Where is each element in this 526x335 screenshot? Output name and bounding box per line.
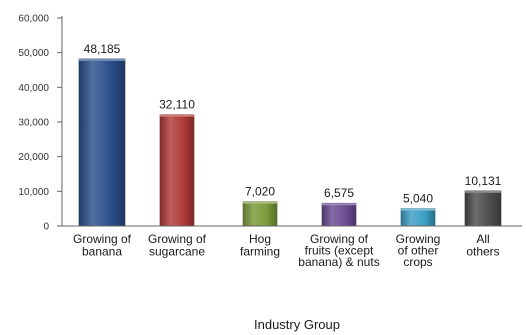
y-tick-label: 40,000 bbox=[18, 83, 49, 94]
category-label: Growing of fruits (except banana) & nuts bbox=[298, 232, 379, 269]
bar-top-highlight bbox=[243, 201, 277, 204]
value-label: 10,131 bbox=[465, 174, 502, 188]
bar bbox=[242, 201, 278, 227]
value-label: 6,575 bbox=[324, 186, 354, 200]
value-label: 32,110 bbox=[159, 98, 195, 112]
bar bbox=[400, 208, 436, 227]
category-label: All others bbox=[466, 232, 499, 259]
value-label: 48,185 bbox=[84, 42, 121, 56]
y-tick-label: 30,000 bbox=[18, 118, 49, 129]
category-label: Growing of sugarcane bbox=[148, 232, 207, 259]
x-axis: Growing of banana Growing of sugarcane Hog fa… bbox=[62, 225, 522, 269]
bar bbox=[78, 58, 126, 227]
bar-top-highlight bbox=[322, 203, 356, 206]
bar-top-highlight bbox=[160, 114, 194, 117]
y-tick-label: 20,000 bbox=[18, 152, 49, 163]
bars bbox=[78, 58, 502, 227]
value-label: 7,020 bbox=[245, 185, 275, 199]
category-label: Growing of banana bbox=[73, 232, 132, 259]
y-axis: 0 10,000 20,000 30,000 40,000 50,000 60,000 bbox=[18, 14, 63, 233]
y-tick-label: 0 bbox=[43, 222, 49, 233]
bar-top-highlight bbox=[465, 190, 501, 193]
value-labels: 48,185 32,110 7,020 6,575 5,040 10,131 bbox=[84, 42, 502, 206]
y-tick-label: 50,000 bbox=[18, 48, 49, 59]
category-label: Growing of other crops bbox=[396, 232, 441, 269]
category-label: Hog farming bbox=[240, 232, 280, 259]
bar bbox=[464, 190, 502, 227]
y-tick-label: 60,000 bbox=[18, 14, 49, 25]
bar bbox=[321, 202, 357, 227]
value-label: 5,040 bbox=[403, 192, 433, 206]
x-axis-title: Industry Group bbox=[254, 317, 340, 332]
bar-top-highlight bbox=[79, 58, 125, 61]
y-tick-label: 10,000 bbox=[18, 187, 49, 198]
bar-top-highlight bbox=[401, 208, 435, 211]
bar bbox=[159, 114, 195, 227]
